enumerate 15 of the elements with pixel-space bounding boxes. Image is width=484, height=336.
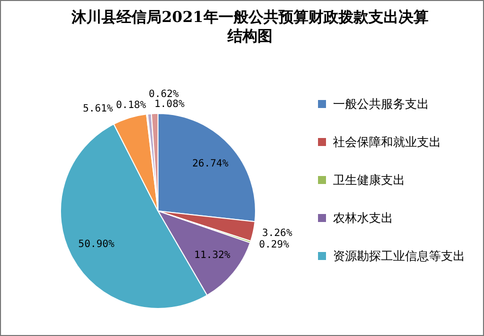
data-label: 5.61% [82,104,113,115]
data-label: 50.90% [78,239,114,250]
data-label: 3.26% [262,228,292,239]
data-label: 0.62% [148,89,179,100]
legend-label: 资源勘探工业信息等支出 [333,248,465,265]
legend-label: 社会保障和就业支出 [333,134,441,151]
data-label: 0.29% [258,239,290,250]
data-label: 11.32% [194,250,230,262]
data-label: 0.18% [116,100,146,111]
data-label: 1.08% [154,99,184,110]
legend-label: 一般公共服务支出 [333,96,429,113]
legend-label: 卫生健康支出 [333,172,405,189]
data-label: 26.74% [192,158,228,170]
legend-label: 农林水支出 [333,210,393,227]
chart-title: 沐川县经信局2021年一般公共预算财政拨款支出决算结构图 [70,8,430,46]
